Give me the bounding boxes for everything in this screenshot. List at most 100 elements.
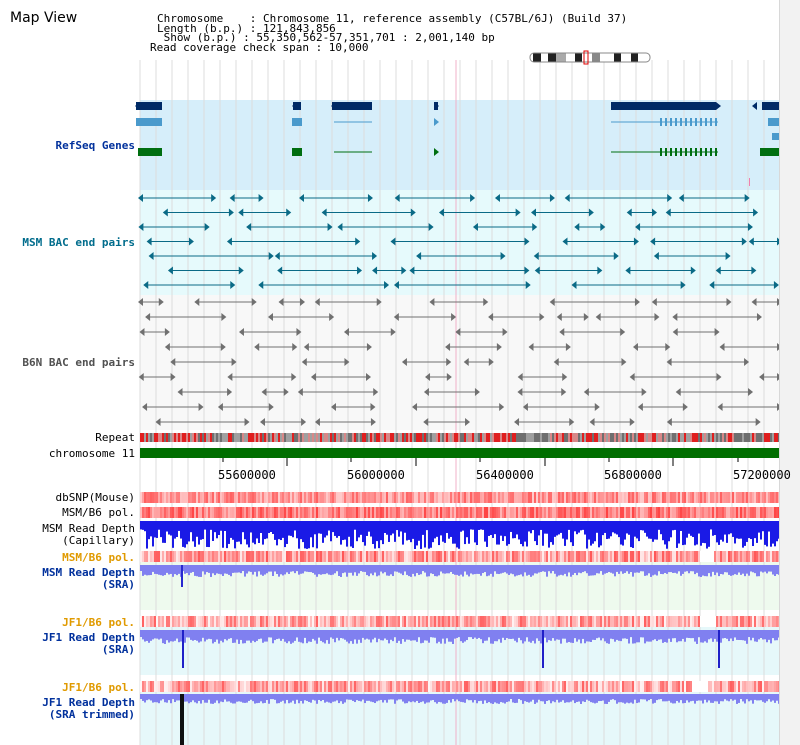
bac-end-marker [717, 403, 723, 411]
read-depth-bar [734, 630, 736, 638]
read-depth-bar [564, 565, 566, 574]
read-depth-bar [594, 630, 596, 640]
track-label-msm-b6-pol-1[interactable]: MSM/B6 pol. [62, 506, 135, 519]
repeat-bar [308, 433, 310, 442]
bac-end-marker [741, 237, 747, 246]
read-depth-bar [312, 565, 314, 573]
snp-density-cell [348, 492, 350, 503]
read-depth-bar [280, 521, 282, 541]
snp-density-cell [280, 551, 282, 562]
read-depth-bar [328, 630, 330, 644]
read-depth-bar [292, 630, 294, 643]
snp-density-cell [324, 492, 326, 503]
track-label-b6n-bac[interactable]: B6N BAC end pairs [22, 356, 135, 369]
read-depth-bar [460, 630, 462, 642]
read-depth-bar [416, 521, 418, 546]
track-label-msm-depth-sra[interactable]: MSM Read Depth [42, 566, 135, 579]
read-depth-bar [192, 694, 194, 701]
snp-density-cell [484, 507, 486, 518]
snp-density-cell [324, 681, 326, 692]
snp-density-cell [592, 681, 594, 692]
read-depth-bar [508, 565, 510, 575]
snp-density-cell [212, 681, 214, 692]
snp-density-cell [222, 492, 224, 503]
read-depth-bar [184, 630, 186, 643]
repeat-bar [390, 433, 392, 442]
read-depth-bar [590, 630, 592, 643]
read-depth-bar [178, 565, 180, 574]
snp-density-cell [408, 681, 410, 692]
snp-density-cell [240, 616, 242, 627]
read-depth-bar [652, 630, 654, 641]
repeat-bar [398, 433, 400, 442]
track-label-refseq[interactable]: RefSeq Genes [55, 139, 135, 152]
snp-density-cell [624, 616, 626, 627]
snp-density-cell [624, 507, 626, 518]
vertical-scrollbar[interactable] [779, 0, 800, 745]
repeat-bar [384, 433, 386, 442]
read-depth-bar [330, 630, 332, 638]
snp-density-cell [352, 551, 354, 562]
repeat-bar [544, 433, 546, 442]
read-depth-bar [638, 694, 640, 703]
read-depth-bar [658, 630, 660, 640]
read-depth-bar [210, 630, 212, 640]
read-depth-bar [562, 521, 564, 539]
snp-density-cell [460, 616, 462, 627]
snp-density-cell [216, 507, 218, 518]
bac-end-marker [652, 208, 658, 217]
snp-density-cell [756, 551, 758, 562]
track-label-msm-b6-pol-2[interactable]: MSM/B6 pol. [62, 551, 135, 564]
snp-density-cell [366, 681, 368, 692]
track-label-jf1-depth-sra[interactable]: JF1 Read Depth [42, 631, 135, 644]
track-label-dbsnp[interactable]: dbSNP(Mouse) [55, 491, 135, 504]
track-label-repeat[interactable]: Repeat [95, 431, 135, 444]
snp-density-cell [424, 507, 426, 518]
snp-density-cell [586, 616, 588, 627]
snp-density-cell [276, 492, 278, 503]
read-depth-bar [404, 565, 406, 572]
track-label-jf1-b6-pol-2[interactable]: JF1/B6 pol. [62, 681, 135, 694]
read-depth-bar [192, 630, 194, 641]
snp-density-cell [180, 507, 182, 518]
read-depth-bar [350, 694, 352, 700]
read-depth-bar [506, 630, 508, 639]
read-depth-bar [228, 565, 230, 575]
snp-density-cell [300, 507, 302, 518]
snp-density-cell [496, 681, 498, 692]
read-depth-bar [628, 565, 630, 574]
snp-density-cell [532, 507, 534, 518]
read-depth-bar [222, 694, 224, 703]
track-label-msm-bac[interactable]: MSM BAC end pairs [22, 236, 135, 249]
repeat-bar [520, 433, 522, 442]
repeat-bar [736, 433, 738, 442]
read-depth-bar [174, 694, 176, 703]
snp-density-cell [180, 616, 182, 627]
repeat-bar [428, 433, 430, 442]
read-depth-bar [626, 630, 628, 639]
read-depth-bar [414, 694, 416, 703]
snp-density-cell [600, 616, 602, 627]
track-label-jf1-b6-pol-1[interactable]: JF1/B6 pol. [62, 616, 135, 629]
repeat-bar [288, 433, 290, 442]
snp-density-cell [512, 492, 514, 503]
snp-density-cell [678, 681, 680, 692]
exon-mark [705, 118, 707, 126]
read-depth-bar [522, 521, 524, 547]
track-label-msm-depth-capillary[interactable]: MSM Read Depth [42, 522, 135, 535]
read-depth-bar [712, 521, 714, 536]
snp-density-cell [412, 681, 414, 692]
track-label-chromosome[interactable]: chromosome 11 [48, 447, 135, 460]
read-depth-bar [162, 694, 164, 700]
snp-density-cell [568, 492, 570, 503]
snp-density-cell [510, 681, 512, 692]
read-depth-bar [768, 565, 770, 572]
track-label-jf1-depth-trimmed[interactable]: JF1 Read Depth [42, 696, 135, 709]
snp-density-cell [194, 551, 196, 562]
read-depth-bar [776, 565, 778, 575]
snp-density-cell [356, 507, 358, 518]
read-depth-bar [610, 565, 612, 573]
snp-density-cell [732, 492, 734, 503]
read-depth-bar [542, 565, 544, 572]
